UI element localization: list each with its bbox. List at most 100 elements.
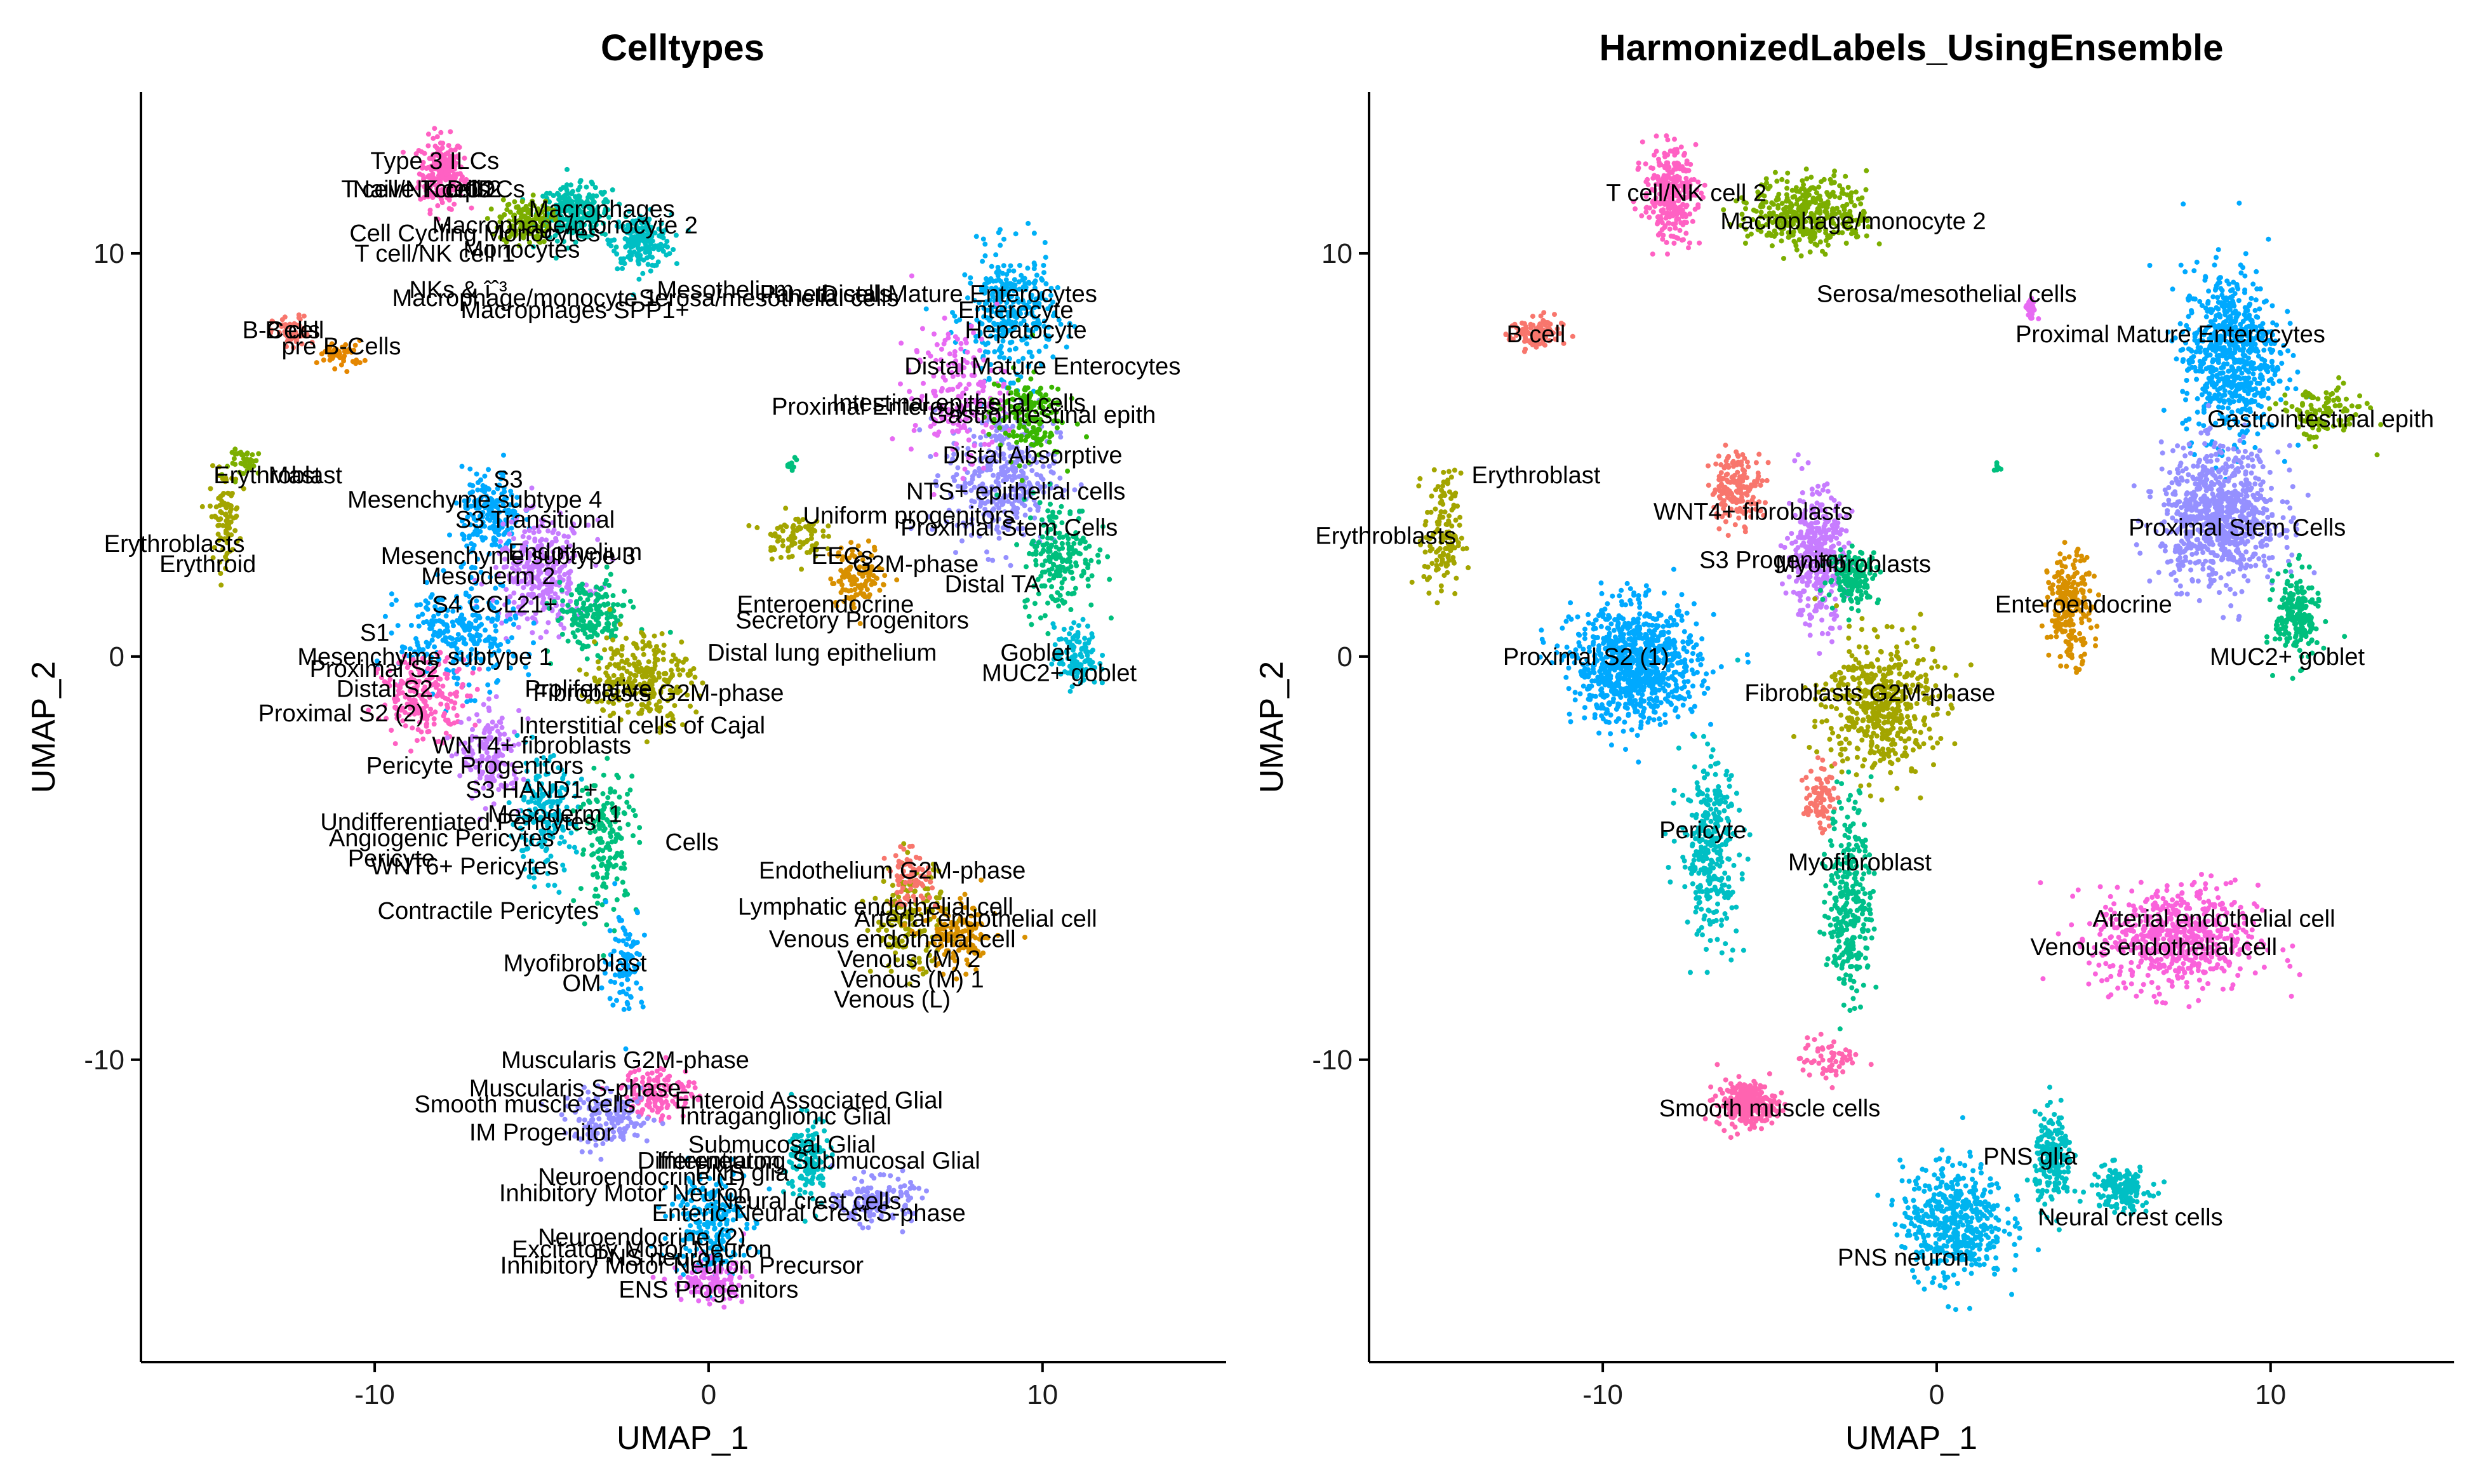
data-point — [651, 633, 657, 639]
data-point — [599, 594, 605, 600]
data-point — [1108, 615, 1114, 621]
data-point — [484, 637, 490, 643]
data-point — [620, 265, 625, 271]
data-point — [1001, 236, 1006, 242]
data-point — [594, 598, 599, 603]
data-point — [424, 619, 429, 624]
data-point — [798, 539, 803, 545]
data-point — [578, 178, 584, 184]
data-point — [754, 525, 760, 530]
data-point — [656, 648, 662, 653]
data-point — [439, 145, 445, 150]
data-point — [624, 999, 630, 1005]
data-point — [646, 640, 652, 646]
data-point — [1049, 384, 1055, 390]
data-point — [609, 613, 615, 618]
data-point — [1053, 544, 1059, 550]
data-point — [639, 999, 645, 1005]
data-point — [968, 275, 973, 281]
data-point — [620, 603, 625, 608]
data-point — [667, 251, 672, 257]
data-point — [991, 381, 997, 387]
data-point — [604, 874, 610, 880]
data-point — [621, 861, 627, 867]
data-point — [564, 182, 570, 188]
data-point — [869, 582, 874, 587]
data-point — [1083, 558, 1088, 563]
data-point — [584, 184, 589, 190]
data-point — [825, 533, 831, 539]
data-point — [234, 505, 240, 511]
data-point — [1049, 584, 1055, 589]
data-point — [215, 523, 221, 528]
data-point — [1022, 935, 1027, 940]
data-point — [1088, 602, 1094, 608]
data-point — [455, 632, 461, 638]
data-point — [489, 726, 495, 732]
data-point — [490, 719, 495, 725]
data-point — [614, 897, 620, 902]
data-point — [646, 666, 651, 672]
data-point — [448, 692, 453, 697]
data-point — [1041, 263, 1046, 268]
data-point — [440, 694, 445, 699]
data-point — [636, 276, 642, 282]
data-point — [408, 622, 414, 628]
data-point — [998, 243, 1003, 248]
data-point — [1096, 559, 1102, 565]
data-point — [791, 523, 796, 528]
data-point — [644, 739, 650, 745]
data-point — [574, 601, 579, 606]
data-point — [898, 381, 903, 387]
data-point — [986, 557, 991, 562]
data-point — [475, 480, 481, 485]
data-point — [624, 636, 629, 641]
data-point — [218, 582, 224, 588]
data-point — [1011, 472, 1017, 478]
data-point — [575, 627, 580, 633]
data-point — [610, 1002, 616, 1008]
data-point — [992, 433, 998, 439]
data-point — [621, 1006, 627, 1012]
data-point — [637, 255, 643, 261]
data-point — [1045, 600, 1050, 606]
data-point — [593, 886, 599, 892]
data-point — [839, 582, 845, 587]
data-point — [1097, 547, 1103, 552]
data-point — [427, 211, 433, 217]
data-point — [978, 435, 984, 440]
data-point — [227, 525, 232, 531]
data-point — [958, 346, 964, 352]
data-point — [1027, 551, 1032, 556]
data-point — [901, 846, 907, 852]
data-point — [509, 635, 514, 641]
data-point — [980, 429, 986, 434]
data-point — [1065, 558, 1071, 563]
data-point — [631, 808, 636, 813]
data-point — [432, 681, 438, 687]
data-point — [625, 986, 631, 992]
data-point — [1029, 429, 1034, 435]
data-point — [631, 939, 636, 945]
data-point — [1034, 272, 1039, 278]
data-point — [591, 864, 597, 870]
data-point — [605, 795, 611, 801]
data-point — [1013, 231, 1019, 237]
data-point — [439, 200, 445, 206]
data-point — [1065, 468, 1071, 474]
data-point — [470, 670, 476, 676]
data-point — [669, 658, 674, 664]
data-point — [607, 606, 613, 612]
data-point — [664, 239, 670, 244]
data-point — [651, 246, 657, 251]
data-point — [556, 890, 562, 895]
data-point — [1059, 585, 1064, 591]
data-point — [1025, 265, 1031, 271]
data-point — [650, 670, 655, 676]
data-point — [435, 217, 441, 222]
data-point — [432, 126, 438, 131]
data-point — [577, 184, 583, 190]
data-point — [1072, 585, 1078, 591]
data-point — [570, 622, 575, 627]
data-point — [558, 187, 564, 192]
